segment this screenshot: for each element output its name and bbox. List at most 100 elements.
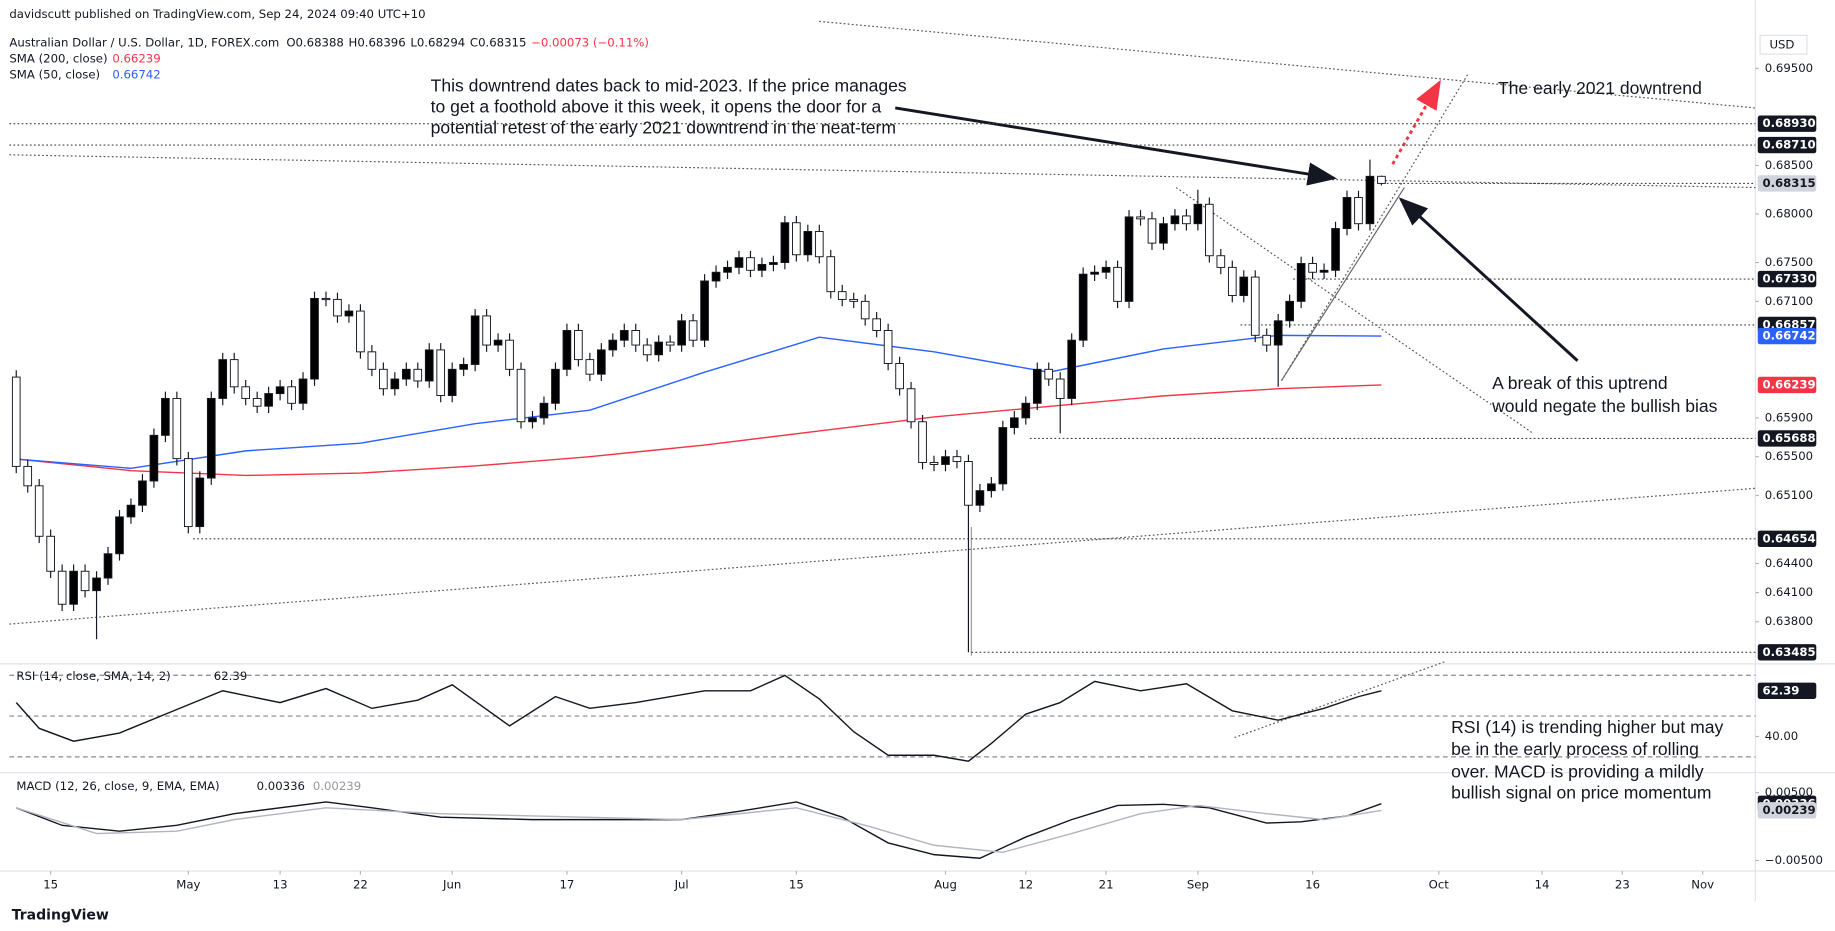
legend-label: SMA (50, close)	[9, 68, 100, 82]
candle-body	[333, 298, 342, 317]
candle-body	[631, 330, 641, 346]
price-label-box	[1757, 644, 1817, 661]
candle-body	[952, 456, 962, 463]
candle-body	[688, 320, 698, 341]
trend-line	[1175, 187, 1534, 434]
candle-body	[447, 368, 457, 396]
y-tick-label: 0.67500	[1765, 255, 1813, 269]
x-tick-label: 15	[43, 878, 58, 892]
price-label: 0.68315	[1762, 176, 1815, 190]
rsi-trend-line	[1234, 660, 1446, 739]
y-tick-label: 0.63800	[1765, 614, 1813, 628]
x-tick-label: 17	[559, 878, 574, 892]
x-tick-label: Jun	[442, 878, 461, 892]
candle-body	[459, 363, 468, 370]
candle-body	[379, 368, 388, 390]
ohlc-value: 0.68294	[417, 35, 465, 49]
ohlc-label: C	[470, 35, 478, 49]
candle-body	[1205, 203, 1214, 257]
y-tick-label: 40.00	[1765, 729, 1798, 743]
legend-value: 0.66742	[112, 68, 160, 82]
candle-body	[1021, 402, 1031, 419]
candle-body	[574, 330, 583, 361]
candle-body	[1044, 368, 1054, 380]
candle-body	[367, 351, 377, 370]
ohlc-label: H	[349, 35, 358, 49]
annotation: This downtrend dates back to mid-2023. I…	[431, 76, 907, 96]
price-label: 0.68710	[1762, 138, 1815, 152]
brand: TradingView	[12, 907, 109, 923]
annotation: would negate the bullish bias	[1491, 396, 1718, 416]
candle-body	[769, 262, 778, 265]
arrow	[895, 106, 1338, 186]
indicator-line	[16, 801, 1382, 859]
candle-body	[539, 402, 549, 419]
price-label: 0.64654	[1762, 531, 1815, 545]
candle-body	[1124, 216, 1134, 302]
candle-body	[562, 330, 572, 370]
candle-body	[700, 280, 709, 341]
candle-body	[344, 310, 354, 317]
x-tick-label: Jul	[674, 878, 689, 892]
pane-title: RSI (14, close, SMA, 14, 2)	[16, 669, 170, 683]
annotation: The early 2021 downtrend	[1498, 78, 1702, 98]
indicator-line	[16, 804, 1382, 853]
pane-value: 62.39	[214, 669, 247, 683]
candle-body	[1159, 223, 1168, 244]
y-tick-label: 0.65100	[1765, 488, 1813, 502]
candle-body	[1078, 273, 1088, 341]
candle-body	[505, 339, 514, 370]
candle-body	[849, 298, 859, 302]
x-tick-label: 12	[1018, 878, 1033, 892]
candle-body	[11, 376, 21, 467]
arrow	[1398, 197, 1579, 362]
candle-body	[1308, 263, 1317, 273]
candle-body	[780, 222, 790, 263]
y-tick-label: 0.67100	[1765, 294, 1813, 308]
candle-body	[929, 462, 939, 465]
candle-body	[275, 386, 285, 395]
candle-body	[1193, 203, 1203, 225]
candle-body	[126, 504, 136, 518]
y-tick-label: 0.64100	[1765, 585, 1813, 599]
candle-body	[1227, 266, 1237, 297]
annotation: RSI (14) is trending higher but may	[1451, 717, 1723, 737]
candle-body	[92, 577, 101, 592]
candle-body	[1239, 276, 1249, 297]
candle-body	[252, 397, 262, 407]
candle-body	[746, 257, 755, 271]
candle-body	[895, 363, 904, 390]
candle-body	[46, 535, 55, 572]
candle-body	[1009, 417, 1019, 429]
candle-body	[723, 266, 732, 273]
candle-body	[229, 359, 239, 388]
y-tick-label: 0.69500	[1765, 61, 1813, 75]
candle-body	[528, 417, 537, 423]
y-tick-label: 0.68500	[1765, 158, 1813, 172]
y-tick-label: 0.65900	[1765, 410, 1813, 424]
candle-body	[814, 230, 824, 258]
y-tick-label: 0.65500	[1765, 449, 1813, 463]
candle-body	[1296, 263, 1306, 302]
candle-body	[1377, 175, 1386, 184]
candle-body	[69, 570, 78, 605]
candle-body	[183, 458, 193, 528]
trend-line	[9, 487, 1756, 625]
price-label-box	[1757, 270, 1817, 288]
candle-body	[1342, 197, 1352, 230]
candle-body	[1331, 228, 1340, 271]
candle-body	[1136, 216, 1145, 220]
candle-body	[298, 378, 308, 404]
indicator-line	[16, 334, 1382, 470]
candle-body	[310, 297, 319, 380]
price-label: 0.68930	[1762, 116, 1815, 130]
annotation: bullish signal on price momentum	[1451, 782, 1711, 802]
indicator-line	[15, 674, 1382, 762]
symbol-name: Australian Dollar / U.S. Dollar, 1D, FOR…	[9, 35, 279, 49]
candle-body	[608, 339, 618, 351]
x-tick-label: 23	[1615, 878, 1630, 892]
ohlc-value: 0.68388	[296, 35, 344, 49]
candle-body	[413, 368, 423, 382]
